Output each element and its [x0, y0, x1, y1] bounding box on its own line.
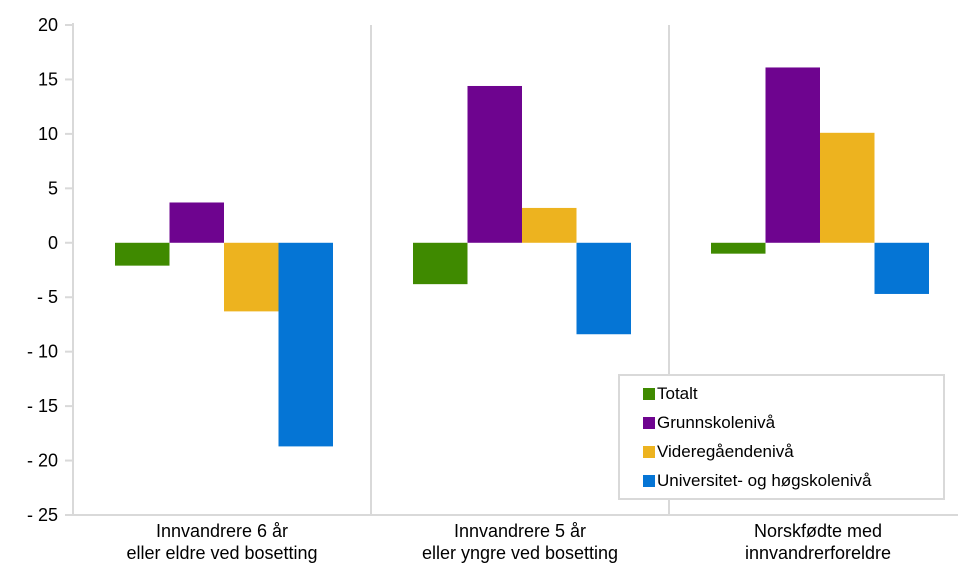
category-label-line: Norskfødte med: [754, 521, 882, 541]
y-tick-label: - 5: [37, 287, 58, 307]
bar-grunnskoleniv-: [765, 67, 820, 243]
category-label: Norskfødte med innvandrerforeldre: [745, 521, 891, 563]
y-tick-label: - 20: [27, 451, 58, 471]
y-tick-label: - 15: [27, 396, 58, 416]
y-tick-label: 0: [48, 233, 58, 253]
legend-label: Videregåendenivå: [657, 442, 794, 461]
category-label: Innvandrere 5 år eller yngre ved bosettin…: [422, 521, 618, 563]
legend-swatch: [643, 475, 655, 487]
bar-universitet-og-h-gskoleniv-: [874, 242, 929, 294]
axes: [65, 23, 958, 516]
bar-universitet-og-h-gskoleniv-: [278, 242, 333, 447]
category-label-line: Innvandrere 6 år: [156, 521, 288, 541]
bars: [115, 67, 929, 447]
legend-swatch: [643, 446, 655, 458]
category-label: Innvandrere 6 år eller eldre ved bosettin…: [126, 521, 317, 563]
legend-box: [618, 374, 945, 500]
legend-label: Totalt: [657, 384, 698, 403]
y-tick-label: - 25: [27, 505, 58, 525]
bar-totalt: [711, 242, 766, 254]
x-axis-category-labels: Innvandrere 6 år eller eldre ved bosettin…: [126, 521, 891, 563]
bar-grunnskoleniv-: [169, 202, 224, 243]
category-label-line: eller yngre ved bosetting: [422, 543, 618, 563]
category-label-line: innvandrerforeldre: [745, 543, 891, 563]
bar-videreg-endeniv-: [522, 207, 577, 243]
legend-swatch: [643, 388, 655, 400]
y-tick-label: 10: [38, 124, 58, 144]
legend: Totalt Grunnskolenivå Videregåendenivå Univ…: [618, 374, 945, 500]
y-tick-label: 5: [48, 178, 58, 198]
bar-totalt: [413, 242, 468, 285]
y-axis-tick-labels: 20 15 10 5 0 - 5 - 10 - 15 - 20 - 25: [27, 15, 58, 525]
y-tick-label: 15: [38, 69, 58, 89]
y-tick-label: 20: [38, 15, 58, 35]
bar-grunnskoleniv-: [467, 85, 522, 243]
legend-label: Grunnskolenivå: [657, 413, 776, 432]
bar-totalt: [115, 242, 170, 266]
legend-label: Universitet- og høgskolenivå: [657, 471, 872, 490]
legend-swatch: [643, 417, 655, 429]
bar-universitet-og-h-gskoleniv-: [576, 242, 631, 335]
bar-videreg-endeniv-: [224, 242, 279, 312]
category-label-line: eller eldre ved bosetting: [126, 543, 317, 563]
y-tick-label: - 10: [27, 342, 58, 362]
bar-videreg-endeniv-: [820, 132, 875, 243]
category-label-line: Innvandrere 5 år: [454, 521, 586, 541]
